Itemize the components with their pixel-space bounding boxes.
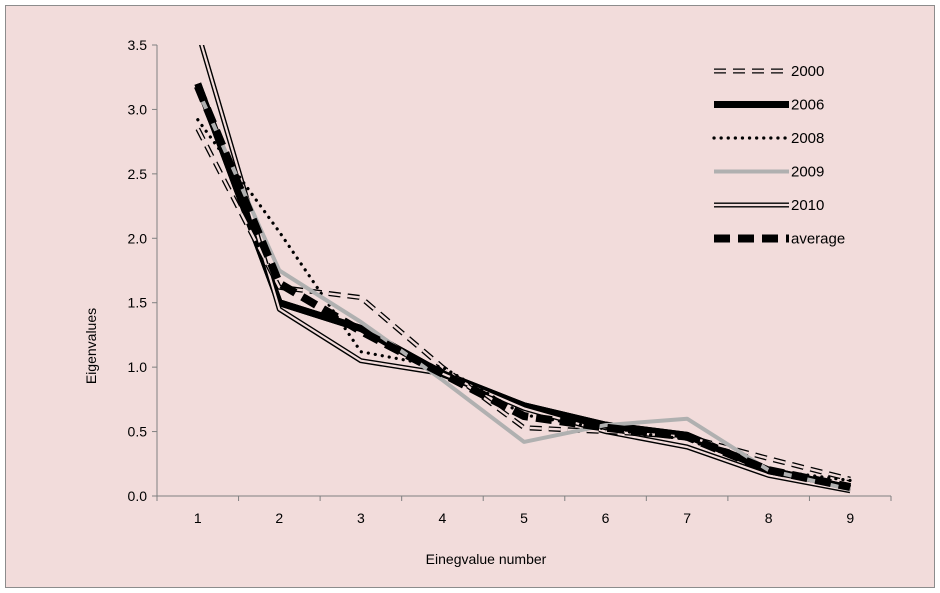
x-tick-label: 4 — [439, 510, 447, 526]
legend: 2000 2006 2008 2009 2010 average — [712, 63, 845, 248]
legend-label: average — [791, 231, 845, 248]
series-2010 — [198, 45, 851, 494]
x-tick-label: 8 — [765, 510, 773, 526]
legend-item-average: average — [714, 231, 845, 248]
series-line — [195, 89, 851, 492]
series-line — [194, 82, 851, 492]
series-2009 — [195, 89, 851, 492]
x-tick-label: 2 — [275, 510, 283, 526]
legend-label: 2008 — [791, 130, 824, 147]
series-line-outline — [195, 127, 851, 482]
series-2000 — [195, 127, 851, 482]
series-2008 — [196, 118, 852, 483]
series-line — [196, 118, 852, 483]
x-tick-label: 9 — [846, 510, 854, 526]
legend-label: 2010 — [791, 197, 824, 214]
series-line-inner — [200, 45, 851, 492]
legend-label: 2006 — [791, 97, 824, 114]
series-line-outline — [194, 82, 851, 492]
legend-item-2000: 2000 — [714, 63, 824, 80]
legend-item-2009: 2009 — [714, 164, 824, 181]
legend-label: 2000 — [791, 63, 824, 80]
series-lines — [194, 45, 852, 494]
series-line-inner — [196, 128, 851, 481]
y-tick-label: 2.5 — [128, 166, 148, 182]
y-tick-label: 1.5 — [128, 295, 148, 311]
x-tick-label: 3 — [357, 510, 365, 526]
legend-label: 2009 — [791, 164, 824, 181]
eigenvalue-line-chart: 0.00.51.01.52.02.53.03.51 2 3 4 5 6 7 8 9 200020… — [83, 37, 892, 567]
x-tick-label: 1 — [194, 510, 202, 526]
legend-item-2006: 2006 — [714, 97, 824, 114]
legend-item-2008: 2008 — [712, 130, 824, 147]
x-axis-title: Einegvalue number — [426, 551, 547, 567]
legend-item-2010: 2010 — [714, 197, 824, 214]
y-tick-label: 1.0 — [128, 359, 148, 375]
chart-frame: 0.0 0.5 1.0 1.5 2.0 2.5 3.0 3.5 1 2 3 4 5 6 7 8 9 2000 20… — [5, 5, 935, 588]
series-line-outline — [198, 45, 851, 494]
x-tick-label: 7 — [683, 510, 691, 526]
series-2006 — [194, 82, 851, 492]
y-tick-label: 2.0 — [128, 230, 148, 246]
y-tick-label: 3.5 — [128, 37, 148, 53]
axes: 0.0 0.5 1.0 1.5 2.0 2.5 3.0 3.5 1 2 3 4 5 6 7 8 9 — [128, 37, 892, 526]
y-axis-title: Eigenvalues — [83, 308, 99, 384]
y-tick-label: 0.5 — [128, 424, 148, 440]
x-tick-label: 5 — [520, 510, 528, 526]
series-line — [194, 84, 852, 491]
y-tick-label: 0.0 — [128, 488, 148, 504]
series-average — [194, 84, 852, 491]
x-tick-label: 6 — [602, 510, 610, 526]
y-tick-label: 3.0 — [128, 101, 148, 117]
